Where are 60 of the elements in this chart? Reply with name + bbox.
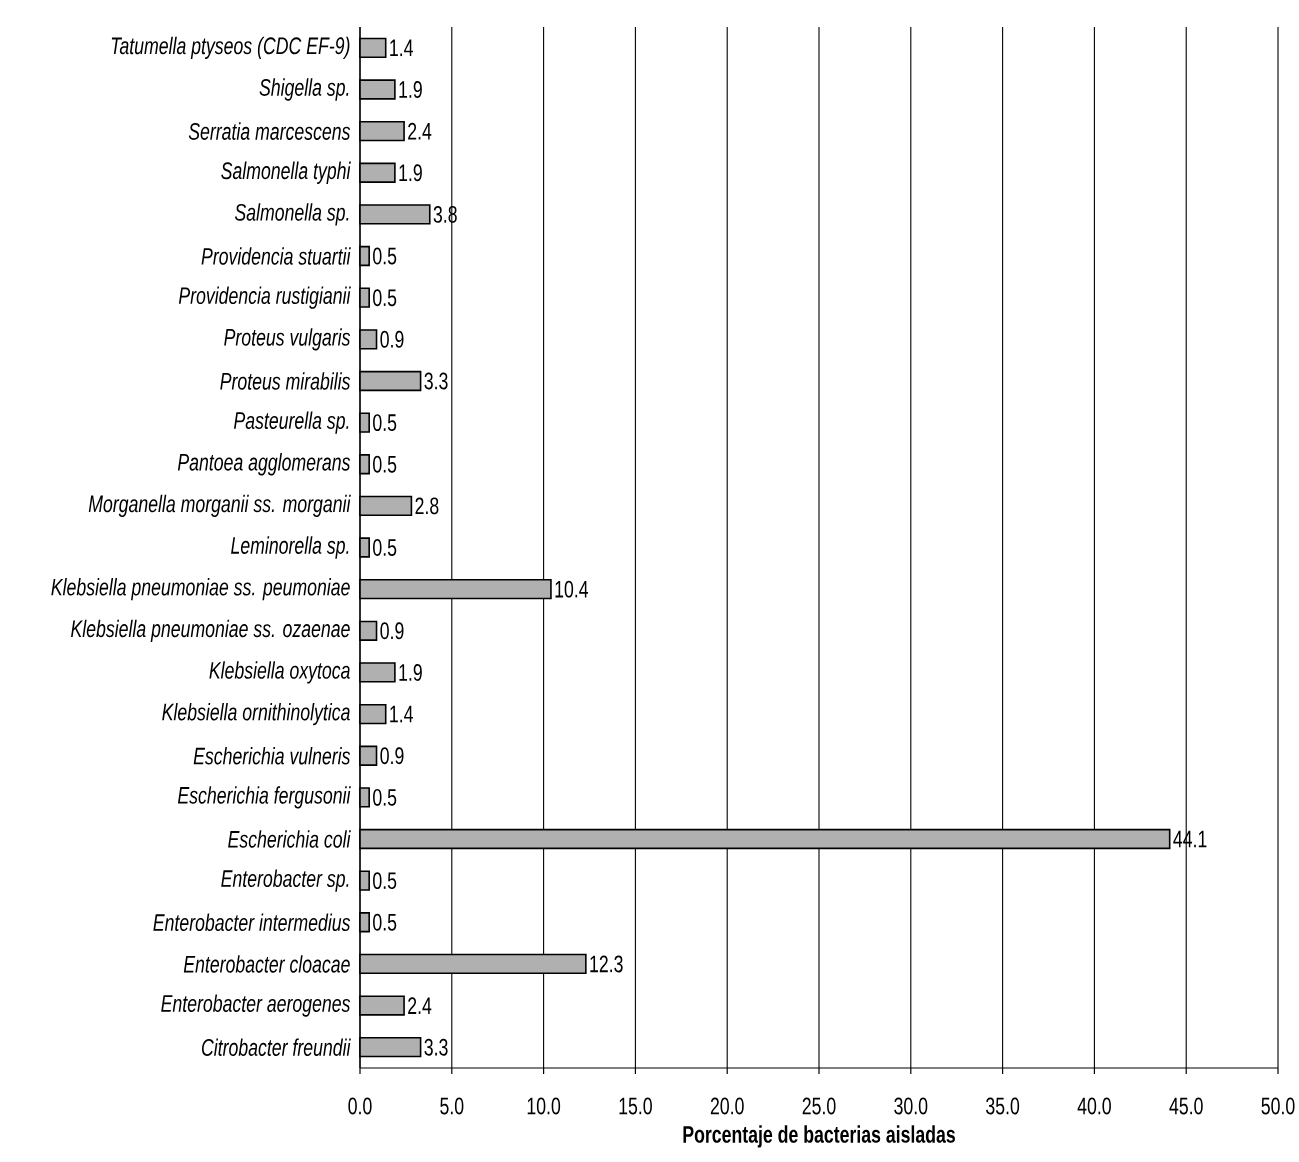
- data-label: 1.9: [399, 81, 422, 98]
- data-label: 1.4: [390, 705, 413, 723]
- y-tick-label: Providencia stuartii: [201, 247, 351, 265]
- data-label: 0.5: [373, 913, 397, 931]
- y-tick-label: Pasteurella sp.: [233, 411, 349, 434]
- data-label: 2.4: [408, 997, 432, 1014]
- x-tick-label: 30.0: [894, 1097, 928, 1115]
- data-label: 0.5: [373, 788, 397, 806]
- data-label: 0.5: [373, 289, 397, 307]
- data-label: 3.3: [424, 372, 448, 390]
- y-tick-label: Enterobacter intermedius: [153, 913, 351, 932]
- data-label: 0.9: [380, 622, 404, 640]
- x-tick-label: 10.0: [527, 1097, 561, 1115]
- data-label: 12.3: [590, 955, 623, 973]
- y-tick-label: Enterobacter sp.: [221, 869, 349, 892]
- data-label: 0.5: [373, 247, 397, 265]
- y-tick-label: Klebsiella pneumoniae ss. peumoniae: [51, 578, 350, 601]
- data-label: 0.5: [373, 872, 397, 890]
- x-tick-label: 40.0: [1077, 1097, 1111, 1115]
- y-tick-label: Serratia marcescens: [188, 122, 351, 140]
- data-label: 1.4: [390, 39, 413, 57]
- x-tick-label: 20.0: [710, 1097, 744, 1115]
- data-label: 1.9: [399, 663, 422, 681]
- data-label: 1.9: [399, 164, 422, 182]
- y-tick-label: Proteus mirabilis: [220, 372, 351, 390]
- x-axis-title: Porcentaje de bacterias aisladas: [683, 1125, 955, 1148]
- data-label: 2.4: [408, 122, 432, 140]
- y-tick-label: Escherichia fergusonii: [177, 786, 351, 809]
- y-tick-label: Pantoea agglomerans: [177, 453, 351, 476]
- x-tick-label: 25.0: [802, 1097, 836, 1115]
- data-label: 0.9: [380, 747, 404, 765]
- y-tick-label: Morganella morganii ss. morganii: [88, 494, 351, 518]
- y-tick-label: Salmonella typhi: [221, 161, 351, 184]
- y-tick-label: Klebsiella pneumoniae ss. ozaenae: [71, 619, 350, 642]
- y-tick-label: Escherichia coli: [228, 830, 351, 848]
- data-label: 3.3: [424, 1038, 448, 1056]
- x-tick-label: 5.0: [440, 1097, 464, 1115]
- y-tick-label: Escherichia vulneris: [193, 746, 351, 765]
- x-tick-label: 0.0: [348, 1097, 372, 1115]
- x-tick-label: 45.0: [1169, 1097, 1203, 1115]
- y-tick-label: Citrobacter freundii: [201, 1038, 351, 1056]
- y-tick-label: Providencia rustigianii: [178, 286, 351, 309]
- y-tick-label: Enterobacter aerogenes: [161, 994, 351, 1017]
- y-tick-label: Enterobacter cloacae: [183, 955, 350, 973]
- x-tick-label: 50.0: [1261, 1097, 1295, 1115]
- data-label: 0.9: [380, 330, 404, 348]
- data-label: 2.8: [415, 497, 439, 515]
- data-label: 0.5: [373, 414, 397, 432]
- data-label: 0.5: [373, 539, 397, 556]
- data-label: 10.4: [555, 580, 589, 598]
- y-tick-label: Leminorella sp.: [231, 536, 349, 559]
- y-tick-label: Klebsiella oxytoca: [209, 661, 350, 684]
- x-tick-label: 35.0: [986, 1097, 1020, 1115]
- y-tick-label: Klebsiella ornithinolytica: [162, 702, 350, 726]
- x-tick-label: 15.0: [619, 1097, 652, 1115]
- data-label: 0.5: [373, 455, 397, 473]
- y-tick-label: Shigella sp.: [259, 78, 349, 101]
- y-tick-label: Proteus vulgaris: [224, 328, 351, 351]
- y-tick-label: Tatumella ptyseos (CDC EF-9): [111, 36, 350, 59]
- y-tick-label: Salmonella sp.: [234, 203, 349, 226]
